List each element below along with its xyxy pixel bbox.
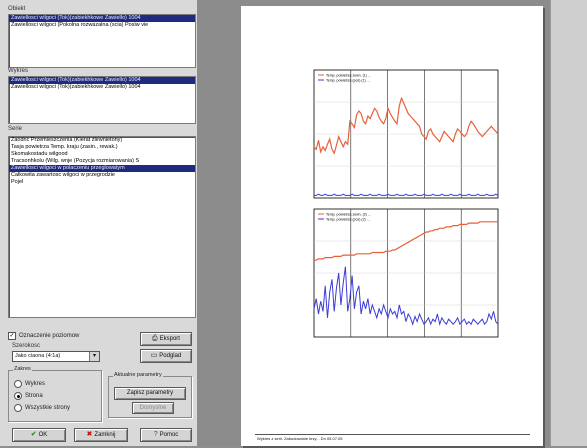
chart-1: Temp. powietrza zewn. (1) ...Temp. powie… — [313, 69, 499, 199]
export-button-label: Eksport — [159, 336, 180, 342]
range-radio-label: Strona — [25, 393, 43, 399]
ok-button[interactable]: ✔ OK — [12, 428, 66, 442]
default-button[interactable]: Domyslne — [132, 402, 174, 414]
list-item[interactable]: Skomakostadu wilgood — [11, 151, 68, 157]
close-button-label: Zamknij — [94, 432, 116, 438]
list3-label: Serie — [8, 126, 23, 132]
object-listbox[interactable]: Zawiellosci wilgoci (Tok)(zabiekhkowe Za… — [8, 14, 196, 68]
range-group: Zakres — [8, 366, 102, 422]
preview-side-strip — [550, 0, 587, 446]
series-line — [313, 96, 499, 155]
series-line — [314, 193, 499, 196]
list-item[interactable]: Zawiellosci wilgoci (Tok)(zabiekhkowe Za… — [11, 84, 141, 90]
check-icon: ✔ — [30, 431, 37, 438]
list-item[interactable]: Zawiellosci wilgoci w polaczeniu przeglo… — [9, 165, 195, 172]
params-group-title: Aktualne parametry — [113, 372, 163, 378]
footer-rule — [255, 434, 530, 435]
charts-svg: Temp. powietrza zewn. (1) ...Temp. powie… — [313, 69, 499, 338]
close-button[interactable]: ✖ Zamknij — [74, 428, 128, 442]
checkbox-box[interactable]: ✓ — [8, 332, 16, 340]
list-item[interactable]: Zawiellosci wilgoci (Tok)(zabiekhkowe Za… — [9, 15, 195, 22]
ok-button-label: OK — [38, 432, 48, 438]
list-item[interactable]: Pojel — [11, 179, 24, 185]
radio-circle[interactable] — [14, 380, 22, 388]
preview-button[interactable]: ▭ Podglad — [140, 349, 192, 363]
list2-label: Wykres — [8, 68, 28, 74]
chart-listbox[interactable]: Zawiellosci wilgoci (Tok)(zabiekhkowe Za… — [8, 76, 196, 124]
range-radio[interactable]: Wykres — [14, 380, 45, 388]
chart-2: Temp. powietrza zewn. (2) ...Temp. powie… — [313, 208, 499, 338]
list-item[interactable]: Zaodnc Przemieszczenia (Kierat zlewnieto… — [11, 137, 123, 143]
scale-select-value: Jako ciaona (4:1a) — [15, 353, 61, 359]
radio-circle[interactable] — [14, 392, 22, 400]
list-item[interactable]: Tracsonhkolu (Wilg. wnje (Pozycja rozmia… — [11, 158, 140, 164]
scale-select[interactable]: Jako ciaona (4:1a) ▾ — [12, 351, 100, 362]
radio-circle[interactable] — [14, 404, 22, 412]
list-item[interactable]: Calkowita zawartosc wilgoci w przegrodzi… — [11, 172, 115, 178]
list-item[interactable]: Zawiellosci wilgoci (Tok)(zabiekhkowe Za… — [9, 77, 195, 84]
settings-panel: Obiekt Zawiellosci wilgoci (Tok)(zabiekh… — [0, 0, 197, 446]
preview-icon: ▭ — [150, 352, 158, 359]
help-button[interactable]: ? Pomoc — [140, 428, 192, 442]
levels-checkbox[interactable]: ✓ Oznaczenie poziomow — [8, 332, 79, 340]
range-radio[interactable]: Wszystkie strony — [14, 404, 70, 412]
series-listbox[interactable]: Zaodnc Przemieszczenia (Kierat zlewnieto… — [8, 136, 196, 318]
legend-label: Temp. powietrza (poz) (2) ... — [326, 218, 370, 222]
series-line — [314, 221, 498, 261]
range-radio-label: Wszystkie strony — [25, 405, 71, 411]
help-icon: ? — [153, 431, 158, 438]
page-footer: Wykres z serii. Zabudowanie krzy... Dn 0… — [257, 436, 343, 441]
legend-label: Temp. powietrza zewn. (2) ... — [326, 213, 371, 217]
list-item[interactable]: Tasja powietrza Temp. kraju (zasin., rew… — [11, 144, 118, 150]
series-line — [313, 266, 499, 327]
save-params-button[interactable]: Zapisz parametry — [114, 387, 186, 400]
params-group: Aktualne parametry — [108, 372, 192, 418]
close-icon: ✖ — [86, 431, 93, 438]
list-item[interactable]: Zawiellosci wilgoci (Pokolna rozwazalna … — [11, 22, 149, 28]
preview-button-label: Podglad — [159, 353, 182, 359]
list1-label: Obiekt — [8, 6, 26, 12]
chevron-down-icon[interactable]: ▾ — [89, 352, 99, 361]
levels-checkbox-label: Oznaczenie poziomow — [19, 333, 80, 339]
legend-label: Temp. powietrza (poz) (1) ... — [326, 79, 370, 83]
help-button-label: Pomoc — [159, 432, 179, 438]
range-group-title: Zakres — [13, 366, 32, 372]
width-label: Szerokosc — [12, 343, 41, 349]
range-radio[interactable]: Strona — [14, 392, 43, 400]
range-radio-label: Wykres — [25, 381, 45, 387]
preview-page: Temp. powietrza zewn. (1) ... Temp. powie… — [241, 6, 543, 446]
export-button[interactable]: ⎙ Eksport — [140, 332, 192, 346]
printer-icon: ⎙ — [152, 335, 158, 342]
legend-label: Temp. powietrza zewn. (1) ... — [326, 74, 371, 78]
